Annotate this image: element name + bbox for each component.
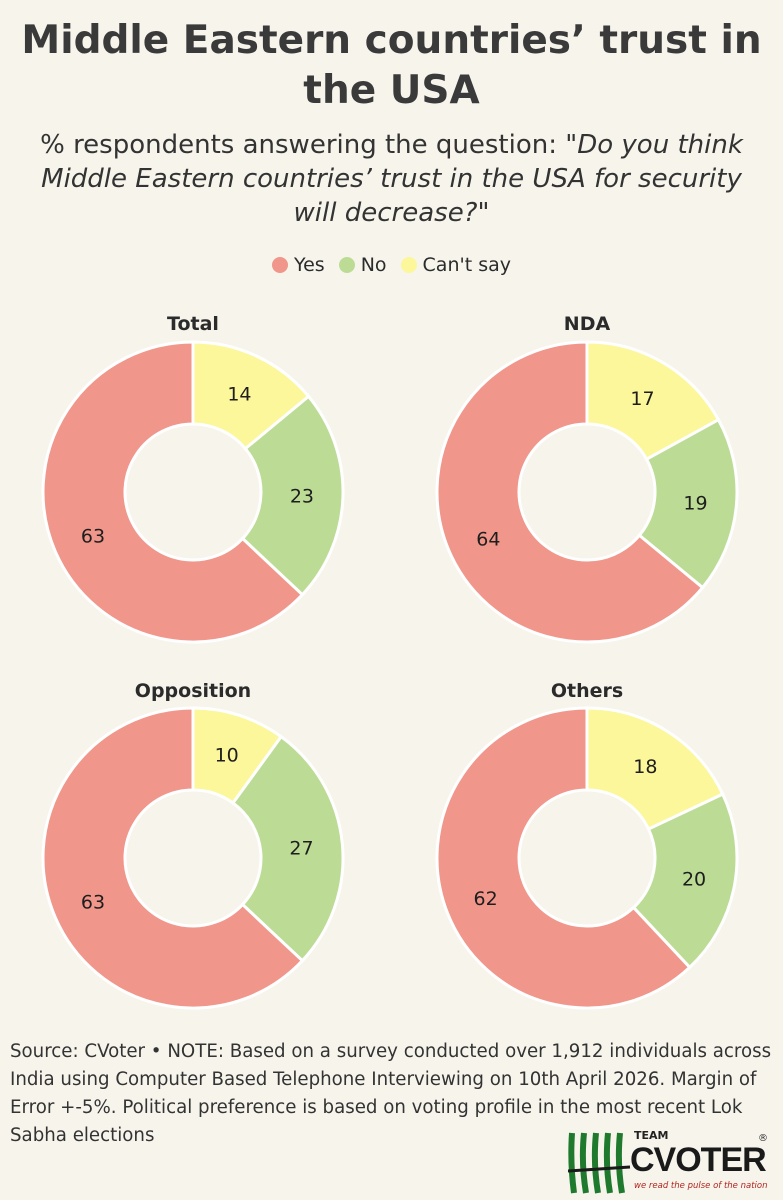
data-label-others-can-t-say: 18 <box>633 756 657 778</box>
chart-title-nda: NDA <box>564 313 611 335</box>
logo-tagline: we read the pulse of the nation <box>634 1181 768 1191</box>
chart-title-total: Total <box>167 313 219 335</box>
slice-nda-can-t-say <box>585 340 721 462</box>
legend-label-no: No <box>360 254 387 276</box>
data-label-nda-can-t-say: 17 <box>630 388 654 410</box>
source-note: Source: CVoter • NOTE: Based on a survey… <box>10 1041 772 1146</box>
slice-others-can-t-say <box>585 706 725 832</box>
legend-item-no: No <box>338 254 387 276</box>
data-label-total-can-t-say: 14 <box>227 383 251 405</box>
slice-nda-no <box>637 417 739 590</box>
chart-title: Middle Eastern countries’ trust in the U… <box>21 18 762 113</box>
data-label-nda-yes: 64 <box>476 528 500 550</box>
legend-swatch-yes <box>272 257 289 273</box>
legend-swatch-no <box>338 257 355 273</box>
data-label-others-no: 20 <box>682 868 706 890</box>
slice-total-no <box>240 394 345 597</box>
donut-charts: Total 14 23 63 NDA 17 19 64 Opposition 10 27 63 Othe… <box>41 313 739 1010</box>
legend-label-yes: Yes <box>294 254 325 276</box>
legend: Yes No Can't say <box>0 254 783 276</box>
legend-label-cant-say: Can't say <box>422 254 511 276</box>
slice-nda-yes <box>435 340 705 644</box>
slice-opposition-yes <box>41 706 305 1010</box>
legend-swatch-cant-say <box>400 257 417 273</box>
chart-title-others: Others <box>551 680 623 702</box>
logo-name-text: CVOTER <box>630 1141 767 1179</box>
chart-title-opposition: Opposition <box>135 680 251 702</box>
subtitle-prefix: % respondents answering the question: <box>40 130 566 160</box>
data-label-nda-no: 19 <box>683 492 707 514</box>
legend-item-yes: Yes <box>272 254 325 276</box>
data-label-total-no: 23 <box>290 485 314 507</box>
data-label-opposition-yes: 63 <box>81 891 105 913</box>
logo-team-text: TEAM <box>634 1129 669 1142</box>
slice-opposition-no <box>230 734 345 963</box>
slice-others-yes <box>435 706 692 1010</box>
data-label-others-yes: 62 <box>474 888 498 910</box>
data-label-opposition-no: 27 <box>289 838 313 860</box>
logo-stripes-icon <box>568 1132 631 1194</box>
legend-item-cant-say: Can't say <box>400 254 511 276</box>
cvoter-logo: TEAM CVOTER ® we read the pulse of the n… <box>568 1127 773 1195</box>
data-label-opposition-can-t-say: 10 <box>215 744 239 766</box>
slice-total-yes <box>41 340 305 644</box>
logo-registered-mark: ® <box>758 1133 768 1144</box>
chart-subtitle: % respondents answering the question: "D… <box>20 128 763 230</box>
data-label-total-yes: 63 <box>81 525 105 547</box>
subtitle-question: "Do you think Middle Eastern countries’ … <box>41 130 743 228</box>
slice-others-no <box>631 792 739 970</box>
